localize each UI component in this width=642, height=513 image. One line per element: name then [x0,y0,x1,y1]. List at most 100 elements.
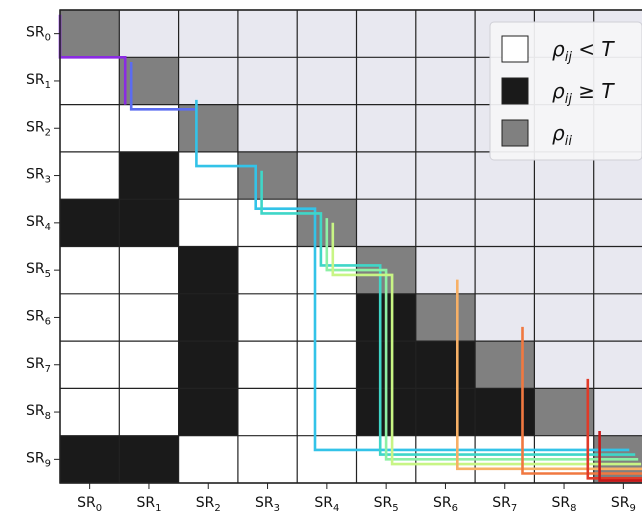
path-line-1 [129,62,197,111]
cell-r1-c4 [297,57,357,105]
cell-r0-c4 [297,10,357,58]
cell-r7-c6 [415,341,476,389]
cell-r3-c6 [415,151,476,200]
legend-entry-1: ρij ≥ T [501,77,615,107]
cell-r6-c3 [237,293,298,342]
legend-swatch-1 [501,77,529,105]
cell-r3-c0 [60,151,120,200]
x-tick-label-2: SR2 [196,495,221,513]
cell-r9-c4 [297,435,357,483]
legend-swatch-0 [501,35,529,63]
x-tick-label-9: SR9 [611,495,636,513]
x-tick-label-0: SR0 [77,495,102,513]
cell-r6-c7 [475,293,535,342]
cell-r2-c5 [356,104,416,152]
cell-r6-c0 [60,293,120,342]
axes-frame [59,9,642,484]
cell-r0-c5 [356,10,416,58]
path-line-3 [260,170,636,456]
legend-entry-0: ρij < T [501,35,615,65]
y-tick-label-8: SR8 [26,403,51,422]
x-tick-label-5: SR5 [374,495,399,513]
cell-r1-c1 [119,57,179,105]
cell-r4-c1 [119,199,179,247]
legend-swatch-2 [501,119,529,147]
cell-r0-c3 [237,10,298,58]
path-line-2 [195,99,630,452]
y-tick-label-4: SR4 [26,214,51,233]
cell-r2-c6 [415,104,476,152]
cell-r1-c6 [415,57,476,105]
cell-r7-c4 [297,341,357,389]
cell-r0-c0 [60,10,120,58]
path-line-9 [598,431,642,482]
cell-r8-c0 [60,388,120,436]
cell-r6-c4 [297,293,357,342]
y-tick-label-1: SR1 [26,72,51,91]
cell-r0-c1 [119,10,179,58]
y-tick-label-7: SR7 [26,356,51,375]
x-tick-label-7: SR7 [492,495,517,513]
cell-r5-c9 [593,246,642,294]
cell-r4-c6 [415,199,476,247]
cell-r4-c0 [60,199,120,247]
cell-r1-c0 [60,57,120,105]
cell-r8-c1 [119,388,179,436]
cell-r9-c1 [119,435,179,483]
y-tick-label-6: SR6 [26,308,51,327]
cell-r6-c2 [178,293,238,342]
cell-r7-c8 [534,341,594,389]
path-line-6 [455,279,642,471]
cell-r7-c1 [119,341,179,389]
cell-r6-c8 [534,293,594,342]
cell-r4-c8 [534,199,594,247]
cell-r5-c3 [237,246,298,294]
cell-r3-c4 [297,151,357,200]
cell-r8-c3 [237,388,298,436]
legend-label-0: ρij < T [552,37,615,65]
y-tick-label-3: SR3 [26,167,51,186]
cell-r7-c2 [178,341,238,389]
cell-r7-c0 [60,341,120,389]
cell-r4-c5 [356,199,416,247]
cell-r1-c3 [237,57,298,105]
cell-r2-c4 [297,104,357,152]
cell-r2-c2 [178,104,238,152]
cell-r0-c6 [415,10,476,58]
path-lines [58,14,642,482]
x-tick-label-4: SR4 [314,495,339,513]
cell-r4-c3 [237,199,298,247]
cell-r6-c1 [119,293,179,342]
cell-r5-c7 [475,246,535,294]
y-tick-label-5: SR5 [26,261,51,280]
cell-r2-c3 [237,104,298,152]
path-line-7 [521,326,642,475]
y-tick-label-2: SR2 [26,119,51,138]
cell-r9-c0 [60,435,120,483]
cell-r5-c6 [415,246,476,294]
cell-r7-c7 [475,341,535,389]
cell-r4-c9 [593,199,642,247]
x-tick-label-6: SR6 [433,495,458,513]
x-tick-label-3: SR3 [255,495,280,513]
cell-r8-c8 [534,388,594,436]
legend-label-1: ρij ≥ T [552,79,615,107]
cell-r4-c7 [475,199,535,247]
cell-r7-c3 [237,341,298,389]
cell-r5-c1 [119,246,179,294]
cell-r5-c2 [178,246,238,294]
cell-r9-c3 [237,435,298,483]
cell-r1-c2 [178,57,238,105]
cell-r8-c7 [475,388,535,436]
cell-r8-c4 [297,388,357,436]
cell-r7-c9 [593,341,642,389]
cell-r6-c6 [415,293,476,342]
x-tick-label-1: SR1 [136,495,161,513]
path-line-4 [325,218,639,461]
y-tick-label-0: SR0 [26,25,51,44]
cell-r9-c2 [178,435,238,483]
cell-r3-c5 [356,151,416,200]
path-line-8 [586,378,642,480]
